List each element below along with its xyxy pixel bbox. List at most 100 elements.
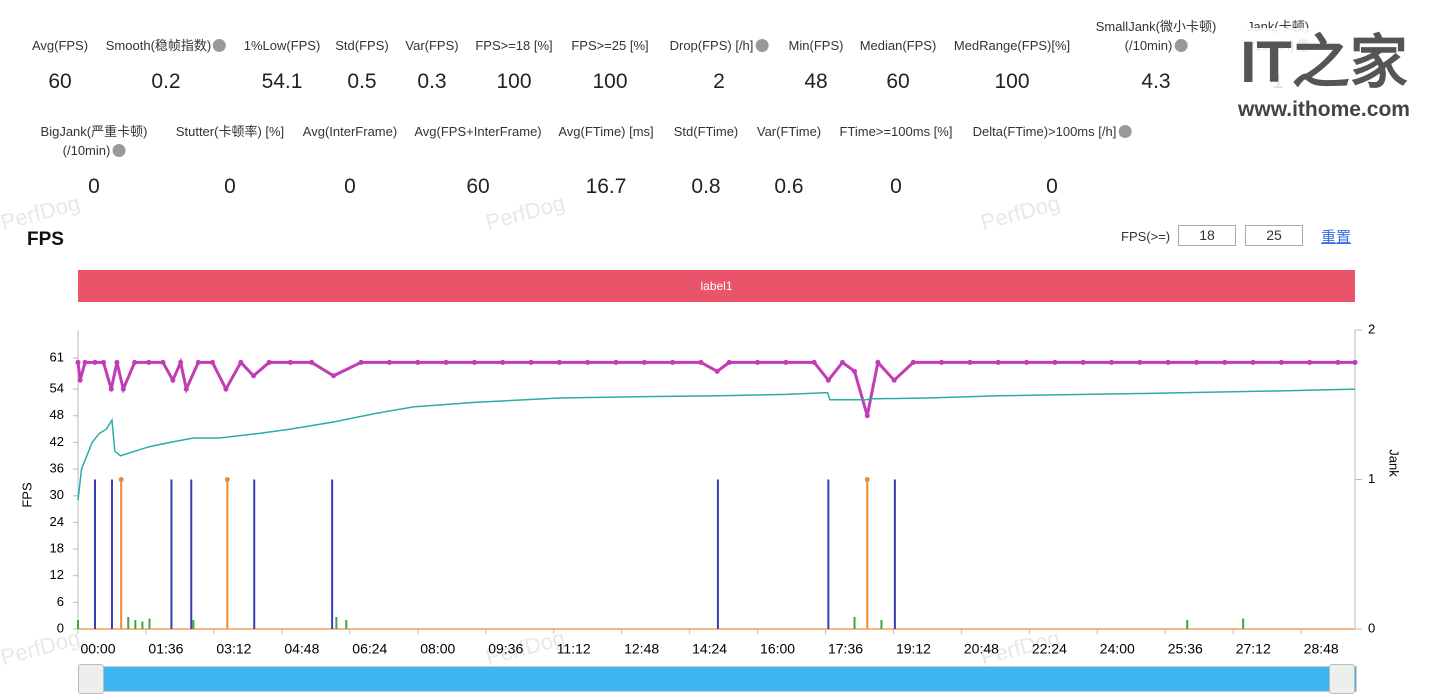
y-tick-label: 6 — [57, 594, 64, 609]
series-point — [82, 359, 88, 365]
x-tick-label: 03:12 — [216, 641, 251, 657]
jank-marker — [864, 477, 870, 482]
y-tick-label: 30 — [50, 487, 64, 502]
logo-mark: IT之家 — [1240, 30, 1408, 95]
metric-label-line: Std(FPS) — [335, 38, 389, 53]
threshold-input[interactable]: 25 — [1245, 225, 1303, 246]
series-point — [266, 359, 272, 365]
metric-label-line: SmallJank(微小卡顿) — [1095, 19, 1217, 34]
metric-value: 4.3 — [1141, 70, 1171, 93]
series-point — [358, 359, 364, 365]
watermark: PerfDog — [978, 624, 1063, 671]
logo: IT之家 www.ithome.com — [1226, 28, 1422, 138]
series-point — [783, 359, 789, 365]
metric-label-line: FPS>=25 [%] — [571, 38, 649, 53]
metric-value: 100 — [592, 70, 628, 93]
series-point — [386, 359, 392, 365]
series-point — [471, 359, 477, 365]
series-point — [183, 386, 189, 392]
watermark: PerfDog — [483, 624, 568, 671]
y2-tick-label: 0 — [1368, 620, 1375, 635]
metric-label: Smooth(稳帧指数) — [106, 36, 227, 55]
metric-value: 0.8 — [691, 175, 721, 198]
metric-label-line: FTime>=100ms [%] — [839, 124, 953, 139]
metric-label: MedRange(FPS)[%] — [954, 36, 1070, 55]
series-point — [811, 359, 817, 365]
series-point — [852, 368, 858, 374]
x-tick-label: 28:48 — [1304, 641, 1339, 657]
help-icon — [1118, 125, 1132, 138]
metric-value: 0 — [890, 175, 902, 198]
series-point — [331, 373, 337, 379]
y-tick-label: 54 — [50, 381, 64, 396]
metric-label-line: Avg(FPS+InterFrame) — [414, 124, 542, 139]
help-icon — [1174, 39, 1188, 52]
series-point — [864, 413, 870, 419]
series-point — [443, 359, 449, 365]
time-slider[interactable] — [78, 666, 1357, 692]
series-point — [1307, 359, 1313, 365]
jank-marker — [224, 477, 230, 482]
metric-label: Avg(FTime) [ms] — [558, 122, 653, 141]
metric-label: Delta(FTime)>100ms [/h] — [973, 122, 1132, 141]
x-tick-label: 08:00 — [420, 641, 455, 657]
y2-tick-label: 2 — [1368, 321, 1375, 336]
metric-value: 0 — [88, 175, 100, 198]
section-title: FPS — [27, 229, 64, 250]
help-icon — [213, 39, 227, 52]
metric-label: Drop(FPS) [/h] — [670, 36, 769, 55]
metric-value: 60 — [886, 70, 910, 93]
y2-axis-title: Jank — [1387, 449, 1402, 477]
reset-link[interactable]: 重置 — [1321, 229, 1352, 246]
x-tick-label: 12:48 — [624, 641, 659, 657]
series-point — [1335, 359, 1341, 365]
series-point — [891, 377, 897, 383]
series-point — [1352, 359, 1358, 365]
metric-label-line: Median(FPS) — [859, 38, 937, 53]
metric-value: 0.5 — [347, 70, 377, 93]
series-point — [160, 359, 166, 365]
series-point — [995, 359, 1001, 365]
metric-label-line: Avg(InterFrame) — [302, 124, 398, 139]
series-point — [698, 359, 704, 365]
y-tick-label: 48 — [50, 407, 64, 422]
watermark: PerfDog — [0, 624, 83, 671]
metric-label: 1%Low(FPS) — [244, 36, 321, 55]
metric-label: Var(FPS) — [405, 36, 458, 55]
metric-label-line: (/10min) — [1124, 38, 1173, 53]
series-point — [670, 359, 676, 365]
metric-label-line: Delta(FTime)>100ms [/h] — [972, 124, 1117, 139]
y-tick-label: 18 — [50, 540, 64, 555]
threshold-input[interactable]: 18 — [1178, 225, 1236, 246]
x-tick-label: 01:36 — [148, 641, 183, 657]
series-point — [585, 359, 591, 365]
series-point — [132, 359, 138, 365]
series-point — [1278, 359, 1284, 365]
watermark: PerfDog — [483, 189, 568, 236]
metric-value: 0.3 — [417, 70, 447, 93]
y-tick-label: 12 — [50, 567, 64, 582]
logo-url: www.ithome.com — [1238, 98, 1410, 121]
x-tick-label: 24:00 — [1100, 641, 1135, 657]
metric-label-line: (/10min) — [62, 143, 111, 158]
series-point — [251, 373, 257, 379]
series-point — [641, 359, 647, 365]
series-point — [77, 377, 83, 383]
series-point — [120, 386, 126, 392]
metric-label: Stutter(卡顿率) [%] — [176, 122, 284, 141]
series-point — [910, 359, 916, 365]
metric-label: FTime>=100ms [%] — [840, 122, 953, 141]
series-point — [1193, 359, 1199, 365]
x-tick-label: 04:48 — [284, 641, 319, 657]
x-tick-label: 06:24 — [352, 641, 387, 657]
slider-handle[interactable] — [1329, 664, 1355, 694]
slider-handle[interactable] — [78, 664, 104, 694]
metric-label-line: MedRange(FPS)[%] — [953, 38, 1071, 53]
x-tick-label: 16:00 — [760, 641, 795, 657]
series-point — [1024, 359, 1030, 365]
series-point — [170, 377, 176, 383]
metric-value: 2 — [713, 70, 725, 93]
x-tick-label: 14:24 — [692, 641, 727, 657]
help-icon — [755, 39, 769, 52]
